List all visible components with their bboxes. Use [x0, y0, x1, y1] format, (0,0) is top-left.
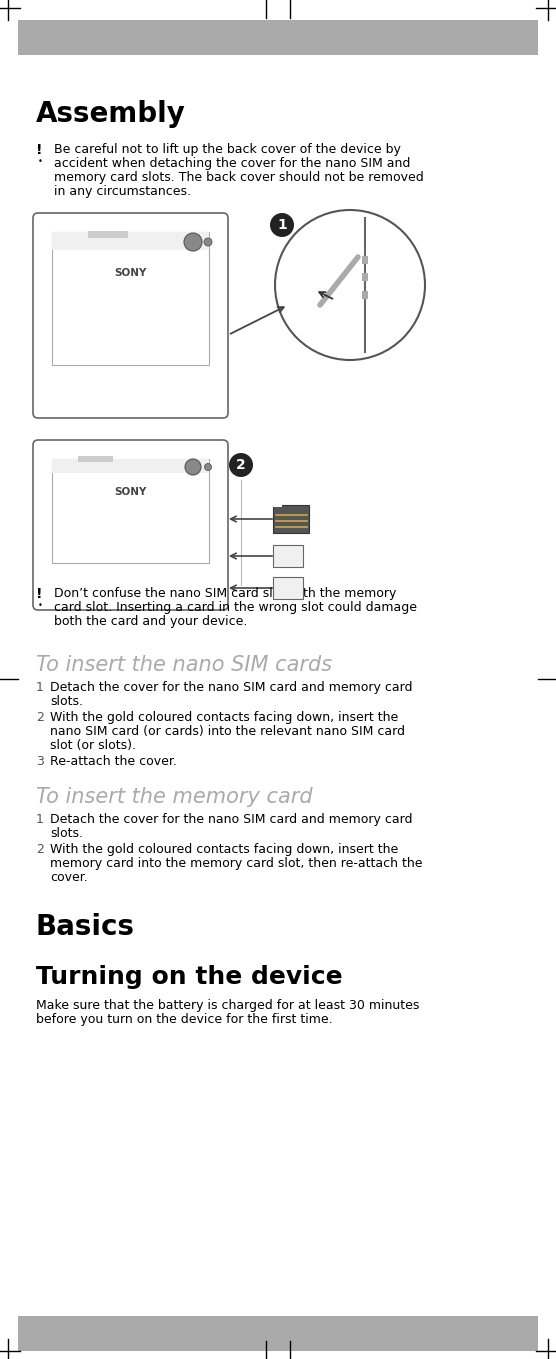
Text: 2: 2: [236, 458, 246, 472]
Text: accident when detaching the cover for the nano SIM and: accident when detaching the cover for th…: [54, 158, 410, 170]
Text: To insert the memory card: To insert the memory card: [36, 787, 312, 807]
Text: cover.: cover.: [50, 871, 88, 883]
Text: To insert the nano SIM cards: To insert the nano SIM cards: [36, 655, 332, 675]
Circle shape: [185, 459, 201, 476]
Text: Be careful not to lift up the back cover of the device by: Be careful not to lift up the back cover…: [54, 143, 401, 156]
Text: Turning on the device: Turning on the device: [36, 965, 342, 989]
Text: 2: 2: [36, 843, 44, 856]
Text: slots.: slots.: [50, 694, 83, 708]
Text: !: !: [36, 143, 42, 158]
Text: memory card slots. The back cover should not be removed: memory card slots. The back cover should…: [54, 171, 424, 183]
Circle shape: [229, 453, 253, 477]
Bar: [18, 1316, 538, 1351]
Bar: [52, 232, 209, 366]
Bar: [362, 291, 368, 299]
Text: 1: 1: [36, 681, 44, 694]
Text: memory card into the memory card slot, then re-attach the: memory card into the memory card slot, t…: [50, 858, 423, 870]
Text: slots.: slots.: [50, 828, 83, 840]
Bar: [273, 497, 282, 507]
Bar: [78, 457, 113, 462]
Text: Assembly: Assembly: [36, 101, 186, 128]
Bar: [362, 255, 368, 264]
Text: Re-attach the cover.: Re-attach the cover.: [50, 756, 177, 768]
Circle shape: [270, 213, 294, 236]
Text: Detach the cover for the nano SIM card and memory card: Detach the cover for the nano SIM card a…: [50, 813, 413, 826]
Text: slot (or slots).: slot (or slots).: [50, 739, 136, 752]
Bar: [273, 578, 303, 599]
Text: nano SIM card (or cards) into the relevant nano SIM card: nano SIM card (or cards) into the releva…: [50, 724, 405, 738]
Text: before you turn on the device for the first time.: before you turn on the device for the fi…: [36, 1012, 332, 1026]
Bar: [362, 273, 368, 281]
Circle shape: [204, 238, 212, 246]
Bar: [273, 506, 309, 533]
Text: 3: 3: [36, 756, 44, 768]
Text: SONY: SONY: [114, 487, 146, 497]
Text: •: •: [37, 601, 42, 610]
Circle shape: [205, 463, 211, 470]
Text: Detach the cover for the nano SIM card and memory card: Detach the cover for the nano SIM card a…: [50, 681, 413, 694]
Text: With the gold coloured contacts facing down, insert the: With the gold coloured contacts facing d…: [50, 843, 398, 856]
Text: Basics: Basics: [36, 913, 135, 940]
Bar: [52, 232, 209, 250]
Circle shape: [275, 211, 425, 360]
Text: 2: 2: [36, 711, 44, 724]
Text: SONY: SONY: [114, 268, 146, 279]
Bar: [52, 459, 209, 563]
Bar: [18, 20, 538, 54]
Text: 1: 1: [36, 813, 44, 826]
Text: !: !: [36, 587, 42, 601]
Text: •: •: [37, 158, 42, 166]
Bar: [88, 231, 128, 238]
Text: With the gold coloured contacts facing down, insert the: With the gold coloured contacts facing d…: [50, 711, 398, 724]
Text: card slot. Inserting a card in the wrong slot could damage: card slot. Inserting a card in the wrong…: [54, 601, 417, 614]
Text: both the card and your device.: both the card and your device.: [54, 616, 247, 628]
Text: 1: 1: [277, 217, 287, 232]
Bar: [52, 459, 209, 473]
Text: Don’t confuse the nano SIM card slot with the memory: Don’t confuse the nano SIM card slot wit…: [54, 587, 396, 601]
Text: Make sure that the battery is charged for at least 30 minutes: Make sure that the battery is charged fo…: [36, 999, 419, 1012]
Text: in any circumstances.: in any circumstances.: [54, 185, 191, 198]
Bar: [273, 545, 303, 567]
FancyBboxPatch shape: [33, 440, 228, 610]
Circle shape: [184, 232, 202, 251]
FancyBboxPatch shape: [33, 213, 228, 419]
